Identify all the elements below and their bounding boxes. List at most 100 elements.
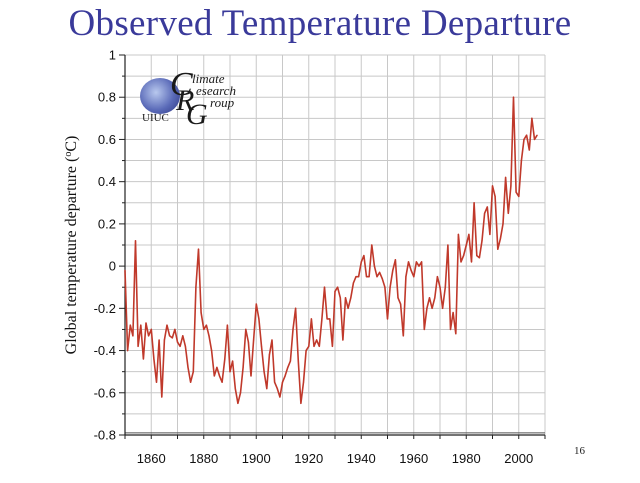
data-point <box>289 360 291 362</box>
data-point <box>523 138 525 140</box>
series-group <box>124 96 538 405</box>
data-point <box>512 96 515 98</box>
data-point <box>510 185 512 187</box>
data-point <box>526 134 528 136</box>
data-point <box>371 244 373 246</box>
data-point <box>148 335 150 337</box>
data-point <box>134 240 137 242</box>
y-axis-ticks: -0.8 -0.6 -0.4 -0.2 0 0.2 0.4 0.6 0.8 1 <box>94 48 125 443</box>
y-axis-title: Global temperature departure (oC) <box>63 136 81 355</box>
data-point <box>274 381 276 383</box>
data-point <box>297 360 299 362</box>
logo-letter-r: R <box>176 84 195 117</box>
data-point <box>187 366 189 368</box>
data-point <box>145 322 147 324</box>
data-point <box>234 388 236 390</box>
data-point <box>428 297 431 299</box>
data-point <box>129 324 131 326</box>
data-point <box>407 261 410 263</box>
data-point <box>499 238 501 240</box>
data-point <box>481 240 483 242</box>
data-point <box>394 259 396 261</box>
data-point <box>434 297 436 299</box>
data-point <box>153 358 155 360</box>
data-point <box>358 276 360 278</box>
data-point <box>421 261 423 263</box>
data-point <box>313 345 315 347</box>
data-point <box>447 244 449 246</box>
data-point <box>491 185 494 187</box>
data-point <box>226 324 228 326</box>
data-point <box>520 160 523 162</box>
y-tick-label: -0.4 <box>94 343 116 358</box>
data-point <box>418 265 420 267</box>
data-point <box>310 318 312 320</box>
data-point <box>216 366 218 368</box>
data-point <box>224 358 226 360</box>
data-point <box>486 206 488 208</box>
data-point <box>468 233 470 235</box>
data-point <box>232 360 234 362</box>
data-point <box>392 269 394 271</box>
data-point <box>347 307 349 309</box>
data-point <box>260 345 263 347</box>
slide-title: Observed Temperature Departure <box>68 3 572 44</box>
slide-number: 16 <box>574 445 585 457</box>
data-point <box>423 328 425 330</box>
y-tick-label: 0.8 <box>98 90 116 105</box>
data-point <box>155 381 158 383</box>
data-point <box>184 345 186 347</box>
data-point <box>489 233 491 235</box>
data-point <box>473 202 475 204</box>
data-point <box>502 223 504 225</box>
data-point <box>478 257 480 259</box>
data-point <box>352 282 354 284</box>
data-point <box>463 255 465 257</box>
data-point <box>150 328 152 330</box>
logo-letter-c: C <box>170 66 193 103</box>
data-point <box>263 371 265 373</box>
data-point <box>308 345 310 347</box>
data-point <box>197 248 200 250</box>
series-line-0 <box>124 96 538 405</box>
data-point <box>245 328 247 330</box>
data-point <box>321 318 323 320</box>
data-point <box>457 233 459 235</box>
data-point <box>365 276 368 278</box>
data-point <box>318 345 320 347</box>
y-tick-label: 1 <box>109 48 116 63</box>
data-point <box>316 339 318 341</box>
data-point <box>439 286 441 288</box>
data-point <box>368 276 370 278</box>
data-point <box>442 307 444 309</box>
data-point <box>334 290 336 292</box>
data-point <box>174 328 176 330</box>
logo-word-group: roup <box>210 95 235 110</box>
data-point <box>410 269 412 271</box>
data-point <box>515 191 517 193</box>
data-point <box>465 244 467 246</box>
data-point <box>268 354 270 356</box>
data-point <box>415 261 417 263</box>
x-tick-label: 1880 <box>189 451 218 466</box>
data-point <box>344 297 347 299</box>
data-point <box>203 328 205 330</box>
data-point <box>213 375 215 377</box>
data-point <box>163 339 165 341</box>
data-point <box>323 286 326 288</box>
data-point <box>253 339 255 341</box>
data-point <box>271 339 273 341</box>
data-point <box>179 345 181 347</box>
data-point <box>405 276 407 278</box>
data-point <box>384 286 386 288</box>
data-point <box>536 134 538 136</box>
data-point <box>436 276 438 278</box>
data-point <box>292 328 294 330</box>
data-point <box>497 248 499 250</box>
data-point <box>363 255 365 257</box>
data-point <box>124 269 126 271</box>
data-point <box>140 324 142 326</box>
data-point <box>142 358 144 360</box>
data-point <box>518 195 520 197</box>
x-tick-label: 1900 <box>242 451 271 466</box>
